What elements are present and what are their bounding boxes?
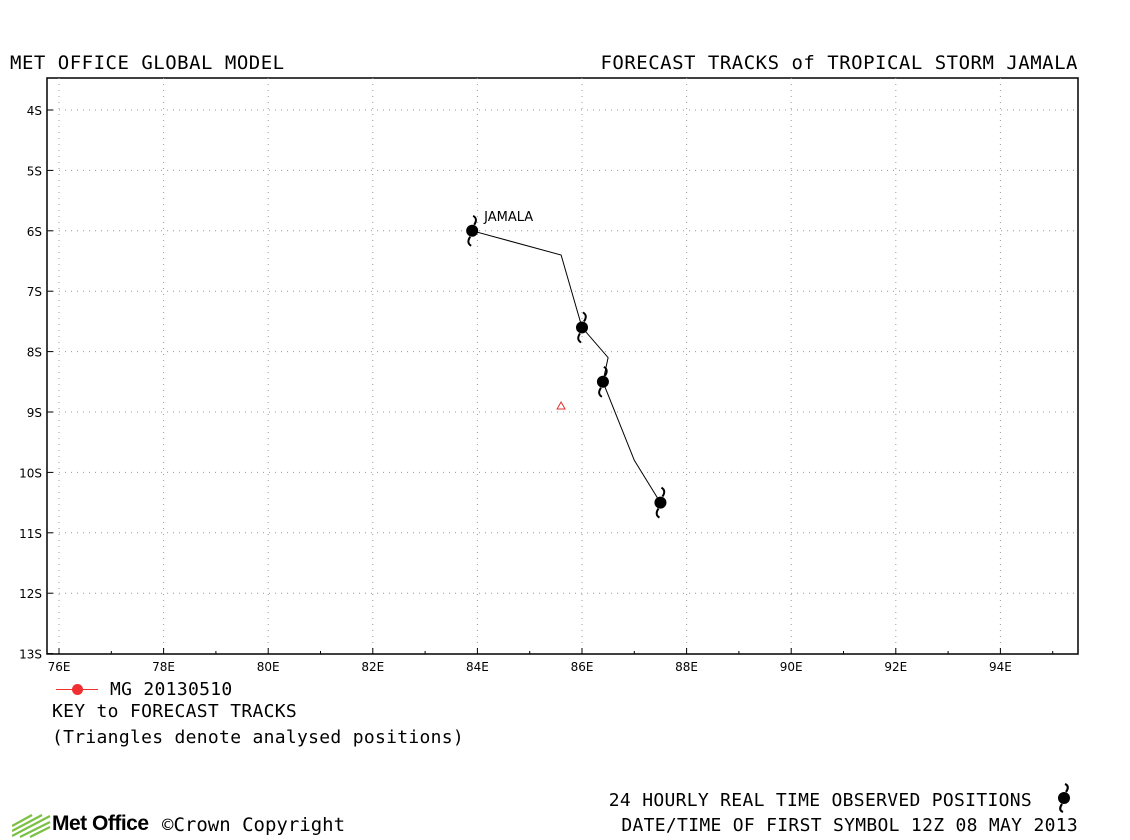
x-tick-label: 78E [152,660,175,674]
cyclone-symbol-core [654,496,667,509]
cyclone-symbol-arm [582,311,587,322]
plot-frame [46,77,1079,655]
legend-key-note: (Triangles denote analysed positions) [52,727,465,748]
legend-series-label: MG 20130510 [110,679,233,700]
grid-lines [47,78,1078,654]
y-tick-label: 12S [19,587,42,601]
met-office-logo-icon [12,814,51,838]
cyclone-symbol-core [576,321,588,334]
y-tick-label: 5S [27,164,42,178]
cyclone-symbol-arm [660,486,666,498]
axis-ticks [47,109,1054,655]
x-tick-label: 90E [780,660,803,674]
cyclone-symbol [576,311,588,344]
y-tick-label: 10S [19,466,42,480]
y-tick-labels: 4S 5S 6S 7S 8S 9S 10S 11S 12S 13S [19,104,42,662]
cyclone-symbol [654,486,667,519]
cyclone-symbol-core [466,224,479,237]
y-tick-label: 11S [19,527,42,541]
observed-positions-note: 24 HOURLY REAL TIME OBSERVED POSITIONS [608,790,1032,811]
first-symbol-date: DATE/TIME OF FIRST SYMBOL 12Z 08 MAY 201… [621,815,1078,836]
cyclone-symbol-arm [467,236,472,247]
y-tick-label: 13S [19,648,42,662]
y-tick-label: 7S [27,285,42,299]
x-tick-label: 84E [466,660,489,674]
cyclone-symbol [596,365,609,398]
cyclone-symbol-arm [598,387,603,398]
x-tick-label: 92E [884,660,907,674]
track-line [472,230,661,503]
y-tick-label: 8S [27,346,42,360]
legend-key-title: KEY to FORECAST TRACKS [52,701,298,722]
copyright-text: ©Crown Copyright [162,814,346,836]
cyclone-symbol-arm [655,508,661,519]
storm-symbols [466,214,667,519]
x-tick-label: 80E [257,660,280,674]
observed-track [472,230,661,503]
x-tick-label: 86E [571,660,594,674]
cyclone-symbol-arm [472,214,477,226]
storm-label: JAMALA [483,210,533,225]
brand-name: Met Office [52,812,149,835]
cyclone-symbol [466,214,479,247]
analysed-triangle [556,400,566,410]
cyclone-symbol-arm [603,365,608,377]
x-tick-label: 82E [361,660,384,674]
chart-title-left: MET OFFICE GLOBAL MODEL [10,52,285,74]
x-tick-label: 94E [989,660,1012,674]
legend-marker [72,684,83,695]
x-tick-label: 88E [675,660,698,674]
analysed-positions [556,400,566,410]
x-tick-label: 76E [48,660,71,674]
cyclone-symbol-arm [577,332,582,344]
chart-title-right: FORECAST TRACKS of TROPICAL STORM JAMALA [600,52,1078,74]
cyclone-symbol-icon [1058,782,1070,814]
cyclone-symbol-core [596,375,609,388]
y-tick-label: 9S [27,406,42,420]
y-tick-label: 6S [27,225,42,239]
x-tick-labels: 76E 78E 80E 82E 84E 86E 88E 90E 92E 94E [48,660,1012,674]
y-tick-label: 4S [27,104,42,118]
